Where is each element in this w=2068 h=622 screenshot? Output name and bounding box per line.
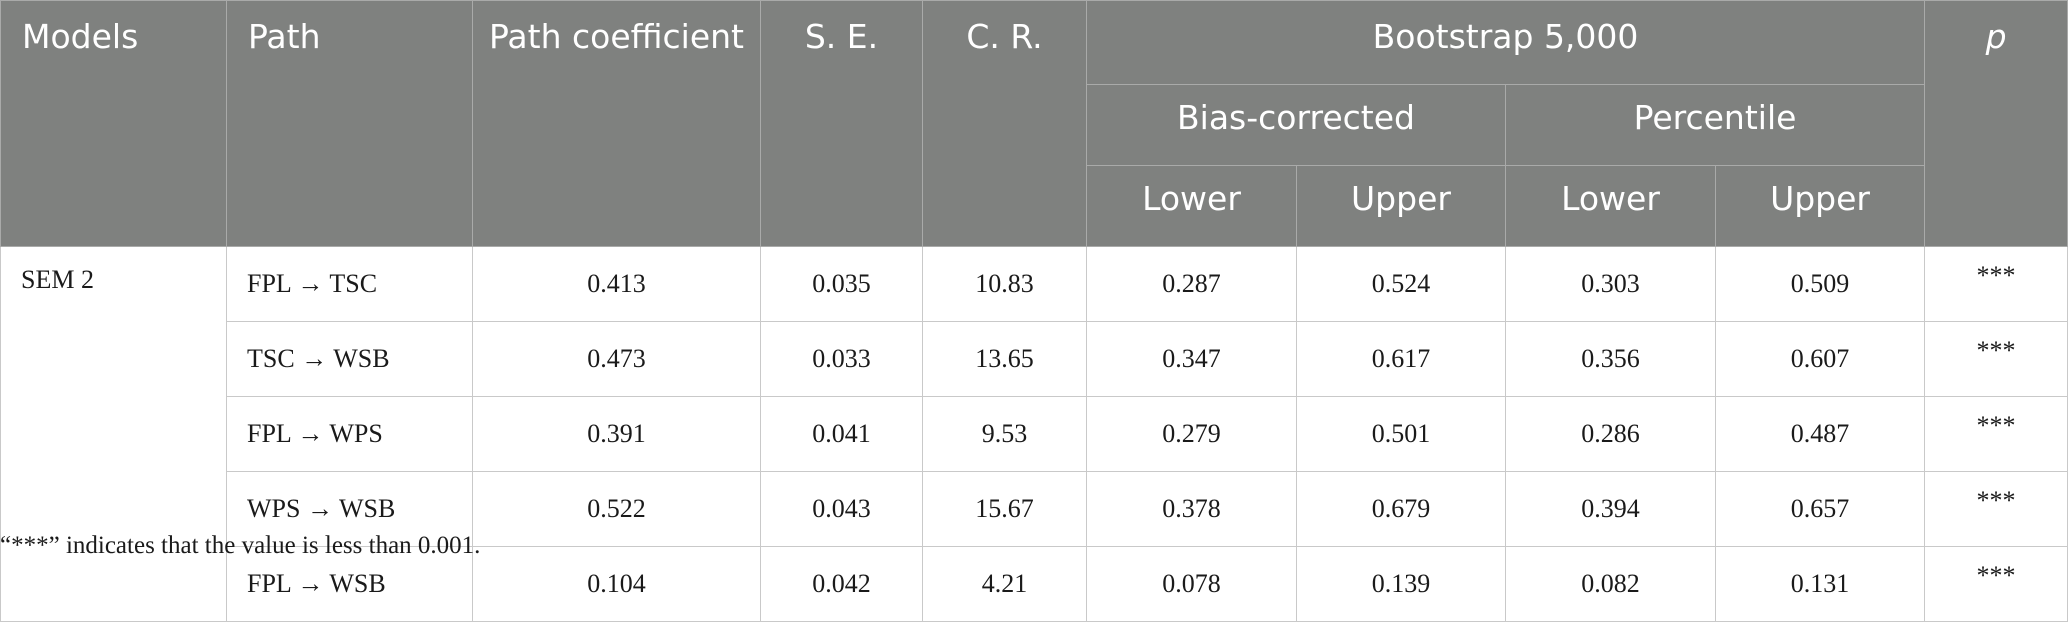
header-cr: C. R. — [922, 0, 1087, 247]
path-cell: TSC → WSB — [226, 321, 473, 397]
coef-cell: 0.473 — [472, 321, 761, 397]
path-cell: WPS → WSB — [226, 471, 473, 547]
bc-lower-cell: 0.078 — [1086, 546, 1297, 622]
bc-upper-cell: 0.139 — [1296, 546, 1506, 622]
header-se: S. E. — [760, 0, 923, 247]
coef-cell: 0.391 — [472, 396, 761, 472]
se-cell: 0.043 — [760, 471, 923, 547]
bc-upper-cell: 0.501 — [1296, 396, 1506, 472]
header-bootstrap: Bootstrap 5,000 — [1085, 0, 1926, 85]
table-body: SEM 2 FPL → TSC 0.413 0.035 10.83 0.287 … — [0, 246, 2068, 622]
bc-lower-cell: 0.347 — [1086, 321, 1297, 397]
p-cell: *** — [1924, 396, 2068, 472]
header-bias-corrected: Bias-corrected — [1086, 84, 1506, 166]
path-cell: FPL → WPS — [226, 396, 473, 472]
pc-lower-cell: 0.303 — [1505, 246, 1716, 322]
pc-upper-cell: 0.657 — [1714, 471, 1926, 547]
pc-upper-cell: 0.487 — [1714, 396, 1926, 472]
coef-cell: 0.522 — [472, 471, 761, 547]
header-pc-lower: Lower — [1505, 165, 1716, 247]
table-header: Models Path Path coefficient S. E. C. R.… — [0, 0, 2068, 247]
header-percentile: Percentile — [1504, 84, 1926, 166]
bc-lower-cell: 0.378 — [1086, 471, 1297, 547]
bc-lower-cell: 0.287 — [1086, 246, 1297, 322]
header-models: Models — [0, 0, 227, 247]
p-cell: *** — [1924, 546, 2068, 622]
table-row: TSC → WSB 0.473 0.033 13.65 0.347 0.617 … — [1, 321, 2068, 397]
pc-upper-cell: 0.607 — [1714, 321, 1926, 397]
p-cell: *** — [1924, 471, 2068, 547]
table-row: FPL → WPS 0.391 0.041 9.53 0.279 0.501 0… — [1, 396, 2068, 472]
bc-upper-cell: 0.617 — [1296, 321, 1506, 397]
cr-cell: 9.53 — [922, 396, 1087, 472]
model-cell: SEM 2 — [0, 246, 227, 622]
se-cell: 0.042 — [760, 546, 923, 622]
pc-lower-cell: 0.082 — [1505, 546, 1716, 622]
se-cell: 0.035 — [760, 246, 923, 322]
pc-lower-cell: 0.394 — [1505, 471, 1716, 547]
pc-upper-cell: 0.131 — [1714, 546, 1926, 622]
p-cell: *** — [1924, 246, 2068, 322]
p-cell: *** — [1924, 321, 2068, 397]
coef-cell: 0.104 — [472, 546, 761, 622]
pc-lower-cell: 0.286 — [1505, 396, 1716, 472]
se-cell: 0.041 — [760, 396, 923, 472]
pc-upper-cell: 0.509 — [1714, 246, 1926, 322]
header-p: p — [1924, 0, 2068, 247]
header-bc-lower: Lower — [1086, 165, 1297, 247]
pc-lower-cell: 0.356 — [1505, 321, 1716, 397]
bc-upper-cell: 0.524 — [1296, 246, 1506, 322]
se-cell: 0.033 — [760, 321, 923, 397]
path-cell: FPL → TSC — [226, 246, 473, 322]
header-pc-upper: Upper — [1714, 165, 1926, 247]
header-path-coefficient: Path coefficient — [472, 0, 761, 247]
cr-cell: 10.83 — [922, 246, 1087, 322]
bc-upper-cell: 0.679 — [1296, 471, 1506, 547]
header-bc-upper: Upper — [1296, 165, 1506, 247]
table-row: SEM 2 FPL → TSC 0.413 0.035 10.83 0.287 … — [0, 246, 2068, 622]
cr-cell: 13.65 — [922, 321, 1087, 397]
coef-cell: 0.413 — [472, 246, 761, 322]
cr-cell: 15.67 — [922, 471, 1087, 547]
bc-lower-cell: 0.279 — [1086, 396, 1297, 472]
table-footnote: “***” indicates that the value is less t… — [0, 532, 481, 559]
cr-cell: 4.21 — [922, 546, 1087, 622]
header-path: Path — [226, 0, 473, 247]
